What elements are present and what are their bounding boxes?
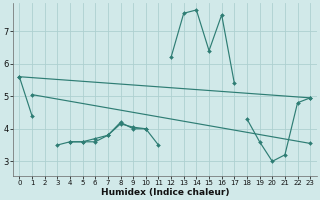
X-axis label: Humidex (Indice chaleur): Humidex (Indice chaleur) — [100, 188, 229, 197]
